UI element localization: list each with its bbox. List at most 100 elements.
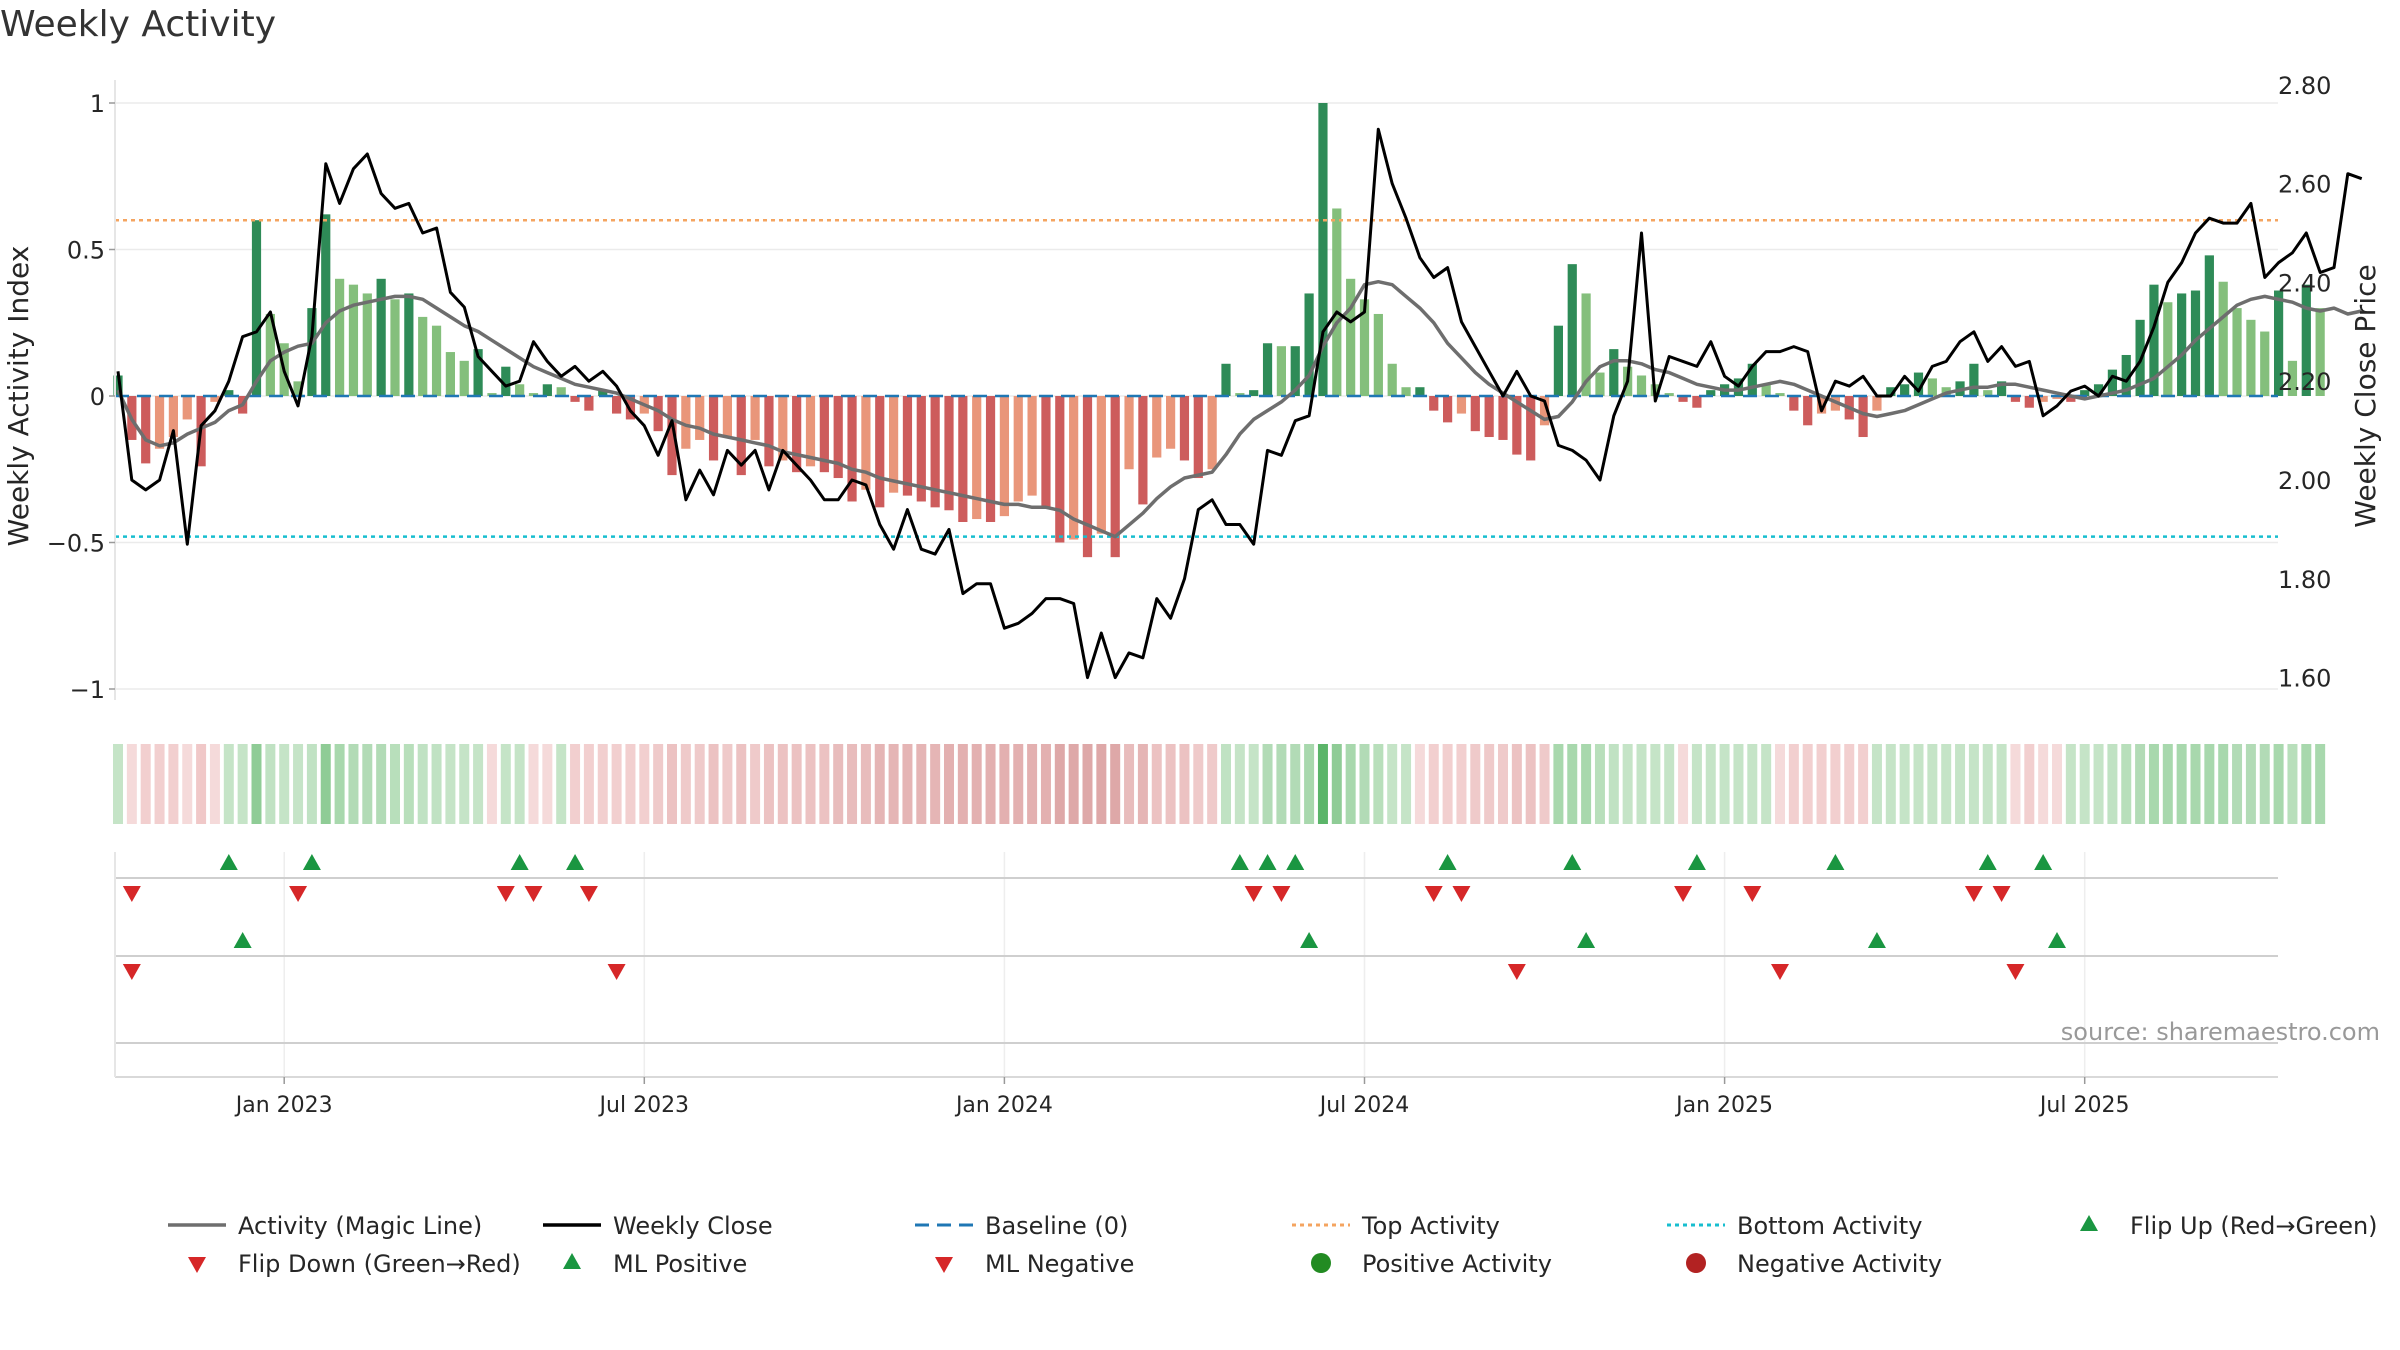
strip-cell: [528, 744, 539, 824]
activity-bar: [1096, 396, 1106, 534]
flip-down-marker: [1272, 886, 1291, 902]
strip-cell: [1428, 744, 1439, 824]
strip-cell: [459, 744, 470, 824]
strip-cell: [2218, 744, 2229, 824]
activity-bar: [1706, 390, 1716, 396]
activity-bar: [1664, 393, 1674, 396]
strip-cell: [1788, 744, 1799, 824]
y2-tick-label: 1.60: [2278, 665, 2331, 693]
legend-swatch-circle: [1686, 1253, 1706, 1273]
strip-cell: [944, 744, 954, 824]
magic-line-series: [116, 279, 2363, 539]
activity-bar: [1678, 396, 1688, 402]
strip-cell: [708, 744, 719, 824]
y2-tick-label: 1.80: [2278, 566, 2331, 594]
activity-bar: [1900, 384, 1910, 396]
activity-bar: [515, 384, 525, 396]
strip-cell: [1982, 744, 1993, 824]
activity-bar: [1567, 264, 1577, 396]
series-lines: [116, 127, 2363, 680]
strip-cell: [639, 744, 650, 824]
strip-cell: [1387, 744, 1398, 824]
activity-bar: [1609, 349, 1619, 396]
axes: −1 −0.5 0 0.5 1 1.60 1.80 2.00 2.20 2.40 2.60 2.80 J…: [47, 72, 2332, 1118]
strip-cell: [1179, 744, 1190, 824]
activity-bar: [2038, 396, 2048, 402]
strip-cell: [2052, 744, 2062, 824]
strip-cell: [722, 744, 733, 824]
flip-up-marker: [302, 854, 321, 870]
strip-cell: [1539, 744, 1550, 824]
strip-cell: [1221, 744, 1231, 824]
activity-bar: [1152, 396, 1162, 458]
strip-cell: [985, 744, 996, 824]
strip-cell: [1802, 744, 1813, 824]
strip-cell: [1082, 744, 1093, 824]
activity-bar: [1387, 363, 1397, 396]
strip-cell: [1996, 744, 2007, 824]
activity-bar: [902, 396, 913, 496]
activity-bar: [1429, 396, 1439, 411]
flip-up-marker: [2034, 854, 2053, 870]
strip-cell: [2148, 744, 2159, 824]
strip-cell: [1054, 744, 1065, 824]
strip-cell: [486, 744, 497, 824]
signal-markers: [122, 854, 2066, 980]
y2-axis-label: Weekly Close Price: [2349, 264, 2382, 527]
activity-bar: [1581, 293, 1591, 396]
activity-bar: [293, 381, 303, 396]
legend-label: Baseline (0): [985, 1212, 1128, 1240]
strip-cell: [556, 744, 567, 824]
strip-cell: [2079, 744, 2090, 824]
x-tick-label: Jul 2024: [1318, 1093, 1410, 1118]
activity-bar: [819, 396, 829, 473]
legend-swatch-triangle-down: [935, 1257, 953, 1273]
activity-bar: [1041, 396, 1051, 508]
ml-positive-marker: [233, 932, 252, 948]
strip-cell: [583, 744, 594, 824]
strip-cell: [265, 744, 276, 824]
strip-cell: [1581, 744, 1592, 824]
activity-bar: [1858, 396, 1868, 438]
activity-bar: [1636, 375, 1647, 396]
strip-cell: [597, 744, 608, 824]
strip-cell: [2024, 744, 2035, 824]
activity-bar: [335, 278, 345, 396]
strip-cell: [916, 744, 927, 824]
strip-cell: [1678, 744, 1689, 824]
strip-cell: [1290, 744, 1301, 824]
activity-bar: [598, 390, 608, 396]
activity-heat-strip: [113, 744, 2326, 824]
strip-cell: [1373, 744, 1384, 824]
activity-bar: [750, 396, 760, 440]
strip-cell: [860, 744, 871, 824]
legend-label: Activity (Magic Line): [238, 1212, 482, 1240]
activity-bar: [1166, 396, 1176, 449]
activity-bar: [1249, 390, 1259, 396]
activity-bar: [1539, 396, 1550, 426]
strip-cell: [2204, 744, 2215, 824]
activity-bar: [1193, 396, 1203, 479]
strip-cell: [653, 744, 664, 824]
strip-cell: [1345, 744, 1356, 824]
strip-cell: [2038, 744, 2049, 824]
activity-bar: [2218, 281, 2228, 396]
strip-cell: [2065, 744, 2076, 824]
strip-cell: [196, 744, 207, 824]
strip-cell: [971, 744, 982, 824]
activity-bar: [625, 396, 636, 420]
activity-bar: [805, 396, 816, 467]
strip-cell: [417, 744, 428, 824]
strip-cell: [500, 744, 511, 824]
legend-item: Positive Activity: [1311, 1250, 1552, 1278]
strip-cell: [1331, 744, 1342, 824]
strip-cell: [625, 744, 636, 824]
x-tick-label: Jan 2024: [954, 1093, 1053, 1118]
strip-cell: [2273, 744, 2284, 824]
activity-bar: [1872, 396, 1882, 411]
activity-bar: [1983, 390, 1993, 396]
strip-cell: [791, 744, 802, 824]
flip-down-marker: [1244, 886, 1263, 902]
activity-bar: [210, 396, 220, 402]
strip-cell: [2190, 744, 2201, 824]
